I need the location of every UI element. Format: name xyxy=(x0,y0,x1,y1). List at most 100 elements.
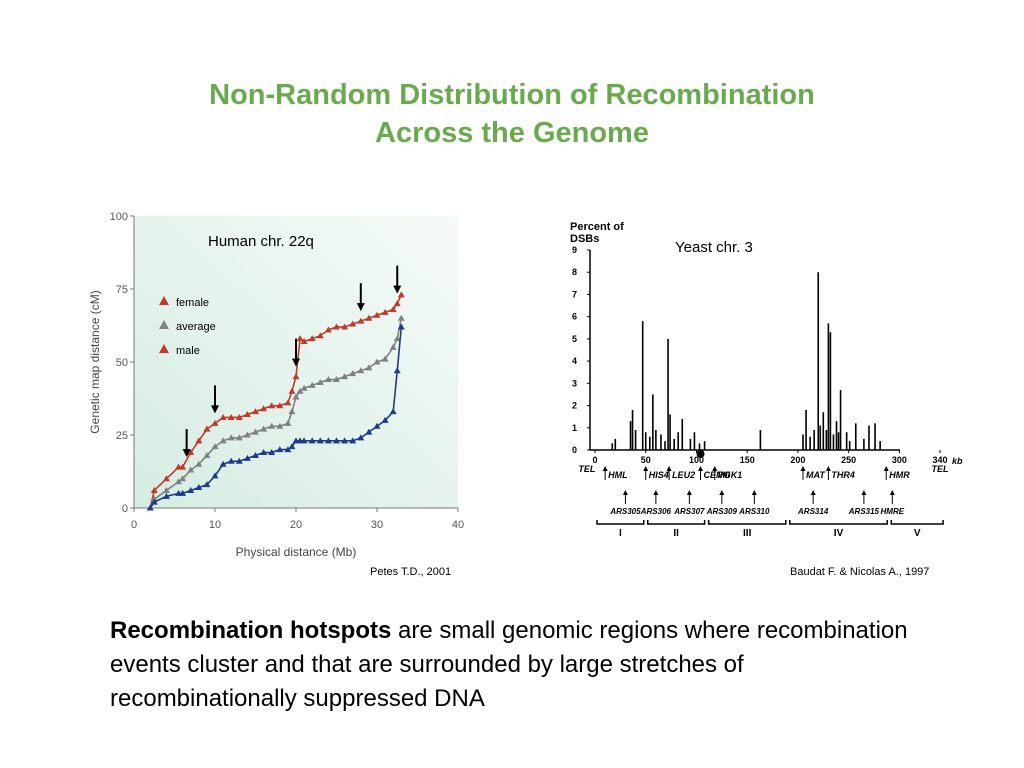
region-label: III xyxy=(743,528,752,539)
legend-female-label: female xyxy=(176,297,209,309)
yeast-annotation: Yeast chr. 3 xyxy=(675,239,753,256)
locus-arrow xyxy=(643,466,649,480)
data-point-male xyxy=(341,437,349,444)
data-point-average xyxy=(393,335,401,342)
x-tick-label: 40 xyxy=(452,519,464,531)
dsb-bar xyxy=(677,432,680,450)
data-point-male xyxy=(268,449,276,456)
data-point-average xyxy=(365,364,373,371)
data-point-female xyxy=(203,425,211,432)
yeast-x-tick-label: 150 xyxy=(740,455,755,465)
dsb-bar xyxy=(669,414,671,450)
yeast-x-tick-label: 250 xyxy=(841,455,856,465)
data-point-male xyxy=(397,323,405,330)
data-point-average xyxy=(349,370,357,377)
data-point-average xyxy=(203,451,211,458)
slide-title: Non-Random Distribution of Recombination… xyxy=(0,76,1024,152)
data-point-average xyxy=(288,408,296,415)
human-chart-panel: 0 10 20 30 40 0 25 50 75 100 Human chr. 22q femal… xyxy=(85,200,485,580)
dsb-bar xyxy=(817,272,820,450)
dsb-bar xyxy=(667,338,669,450)
dsb-bar xyxy=(652,394,654,450)
y-tick-label: 25 xyxy=(116,430,128,442)
ars-arrow xyxy=(861,490,867,504)
ars-arrow xyxy=(622,490,628,504)
data-point-female xyxy=(393,300,401,307)
data-point-female xyxy=(284,399,292,406)
data-point-female xyxy=(389,305,397,312)
legend-female-marker xyxy=(159,296,169,305)
region-label: II xyxy=(673,528,679,539)
dsb-bar xyxy=(819,425,822,450)
data-point-male xyxy=(324,437,332,444)
dsb-bar xyxy=(809,436,811,450)
dsb-bar xyxy=(822,412,825,450)
data-point-male xyxy=(243,454,251,461)
dsb-bar xyxy=(655,430,657,450)
data-point-average xyxy=(211,443,219,450)
data-point-average xyxy=(316,378,324,385)
data-point-average xyxy=(162,486,170,493)
data-point-male xyxy=(373,422,381,429)
y-tick-label: 50 xyxy=(116,357,128,369)
data-point-average xyxy=(268,422,276,429)
dsb-bar xyxy=(703,441,706,450)
dsb-bar xyxy=(845,432,848,450)
data-point-female xyxy=(292,373,300,380)
data-point-male xyxy=(162,492,170,499)
yeast-x-tick-label: 340 xyxy=(932,455,947,465)
x-tick-label: 30 xyxy=(371,519,383,531)
data-point-average xyxy=(357,367,365,374)
data-point-female xyxy=(324,326,332,333)
locus-label-top: CENIII xyxy=(704,470,731,480)
region-bracket xyxy=(646,520,706,525)
locus-label-bottom: ARS315 xyxy=(848,507,880,516)
data-point-female xyxy=(252,408,259,415)
locus-arrow xyxy=(698,466,704,480)
yeast-x-tick-label: 100 xyxy=(689,455,704,465)
dsb-bar xyxy=(879,441,881,450)
ars-arrow xyxy=(810,490,816,504)
data-point-female xyxy=(308,335,316,342)
data-point-average xyxy=(308,381,316,388)
data-point-male xyxy=(316,437,324,444)
yeast-y-tick-label: 7 xyxy=(572,289,577,299)
dsb-bar xyxy=(634,430,637,450)
data-point-female xyxy=(227,413,235,420)
region-label: V xyxy=(914,528,921,539)
x-tick-label: 20 xyxy=(290,519,302,531)
right-credit: Baudat F. & Nicolas A., 1997 xyxy=(790,566,930,578)
hotspot-arrow xyxy=(182,429,191,458)
dsb-bar xyxy=(664,441,666,450)
data-point-male xyxy=(365,428,373,435)
data-point-male xyxy=(393,367,401,374)
hotspot-arrow xyxy=(211,385,219,414)
data-point-male xyxy=(235,457,243,464)
yeast-chart-panel: Percent of DSBs Yeast chr. 3 0 1 2 3 4 5 6 7 8 9 0… xyxy=(560,210,980,550)
ars-arrow xyxy=(889,490,895,504)
dsb-bar xyxy=(848,441,851,450)
locus-label-top: LEU2 xyxy=(672,470,695,480)
data-point-female xyxy=(243,411,251,418)
data-point-female xyxy=(195,437,203,444)
y-tick-label: 75 xyxy=(116,284,128,296)
dsb-bar xyxy=(863,438,865,450)
x-tick-label: 10 xyxy=(209,519,221,531)
locus-label-bottom: HMRE xyxy=(881,507,905,516)
locus-label-top: THR4 xyxy=(831,470,855,480)
data-point-female xyxy=(357,317,365,324)
data-point-female xyxy=(288,387,296,394)
data-point-average xyxy=(300,384,308,391)
data-point-male xyxy=(381,416,389,423)
data-point-female xyxy=(179,463,187,470)
left-credit: Petes T.D., 2001 xyxy=(370,566,452,578)
data-point-average xyxy=(296,387,304,394)
body-paragraph: Recombination hotspots are small genomic… xyxy=(110,614,930,716)
centromere-marker xyxy=(696,450,705,458)
locus-arrow xyxy=(712,466,718,480)
data-point-female xyxy=(235,413,243,420)
yeast-y-tick-label: 4 xyxy=(572,356,577,366)
data-point-male xyxy=(211,472,219,479)
dsb-bar xyxy=(802,434,804,450)
dsb-bar xyxy=(629,421,632,450)
